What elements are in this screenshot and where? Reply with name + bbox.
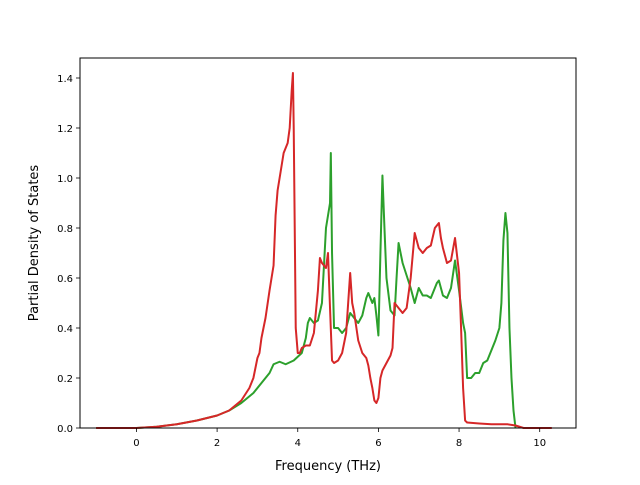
y-tick-label: 0.4	[57, 324, 73, 335]
x-tick-label: 0	[133, 438, 139, 449]
y-tick-label: 0.8	[57, 224, 73, 235]
y-tick-label: 1.2	[57, 124, 73, 135]
ticks-layer: 0 2 4 6 8 10 0.0 0.2 0.4 0.6 0.8 1.0 1.2 1.4	[57, 74, 546, 449]
x-tick-label: 2	[214, 438, 220, 449]
y-tick-label: 0.6	[57, 274, 73, 285]
x-axis-label: Frequency (THz)	[275, 459, 381, 474]
x-tick-label: 8	[456, 438, 462, 449]
y-tick-label: 0.2	[57, 374, 73, 385]
axes-frame	[79, 57, 577, 429]
series-line-1	[96, 72, 552, 429]
y-tick-label: 1.4	[57, 74, 73, 85]
series-layer	[96, 72, 552, 429]
series-line-0	[96, 152, 517, 429]
y-tick-label: 0.0	[57, 424, 73, 435]
x-tick-label: 10	[533, 438, 546, 449]
y-tick-label: 1.0	[57, 174, 73, 185]
x-tick-label: 4	[295, 438, 301, 449]
x-tick-label: 6	[375, 438, 381, 449]
y-axis-label: Partial Density of States	[27, 165, 42, 322]
